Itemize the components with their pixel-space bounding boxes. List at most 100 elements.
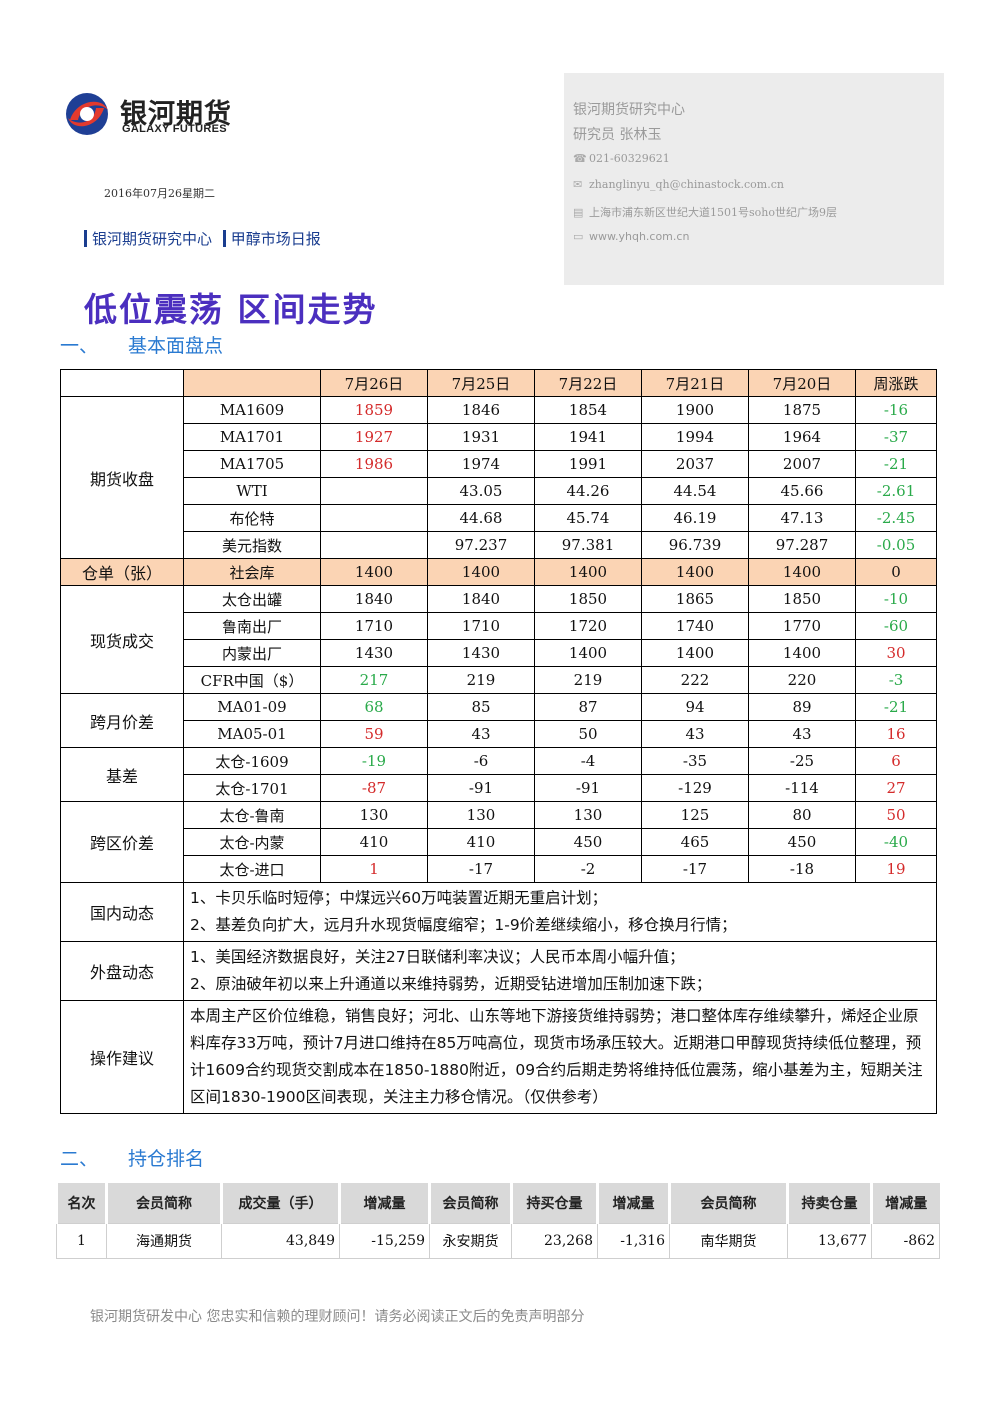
value-cell: -114: [748, 774, 856, 802]
positions-column-header: 会员简称: [668, 1183, 788, 1224]
row-item-name: MA1609: [183, 396, 321, 424]
value-cell: 217: [320, 666, 428, 694]
value-cell: -6: [427, 747, 535, 775]
contact-email-row: ✉ zhanglinyu_qh@chinastock.com.cn: [573, 178, 784, 191]
positions-column-header: 成交量（手）: [220, 1183, 340, 1224]
commentary-row: 国内动态 1、卡贝乐临时短停；中煤远兴60万吨装置近期无重启计划； 2、基差负向扩大…: [60, 882, 937, 942]
column-header: 7月20日: [748, 369, 856, 397]
value-cell: 410: [320, 828, 428, 856]
table-row: CFR中国（$） 217 219 219 222 220 -3: [61, 666, 937, 694]
value-cell: 1859: [320, 396, 428, 424]
value-cell: 1740: [641, 612, 749, 640]
value-cell: -60: [855, 612, 937, 640]
value-cell: -2.61: [855, 477, 937, 505]
contact-box: 银河期货研究中心 研究员 张林玉 ☎ 021-60329621 ✉ zhanglin…: [564, 73, 944, 285]
value-cell: 1875: [748, 396, 856, 424]
value-cell: 43: [427, 720, 535, 748]
fundamentals-table: 7月26日 7月25日 7月22日 7月21日 7月20日 周涨跌 期货收盘 MA1609 18…: [60, 369, 937, 1114]
value-cell: -21: [855, 450, 937, 478]
row-item-name: 太仓出罐: [183, 585, 321, 613]
commentary-line: 本周主产区价位维稳，销售良好；河北、山东等地下游接货维持弱势；港口整体库存维续攀…: [190, 1007, 923, 1106]
value-cell: 1710: [427, 612, 535, 640]
value-cell: 59: [320, 720, 428, 748]
commentary-line: 2、原油破年初以来上升通道以来维持弱势，近期受钻进增加压制加速下跌；: [190, 975, 712, 993]
value-cell: -87: [320, 774, 428, 802]
commentary-category: 国内动态: [60, 882, 184, 942]
breadcrumb-org: 银河期货研究中心: [92, 230, 213, 248]
breadcrumb-report: 甲醇市场日报: [230, 230, 321, 248]
value-cell: 43: [641, 720, 749, 748]
positions-column-header: 名次: [55, 1183, 107, 1224]
value-cell: 94: [641, 693, 749, 721]
row-category: 仓单（张）: [60, 558, 184, 586]
positions-cell: -1,316: [597, 1223, 670, 1259]
value-cell: 87: [534, 693, 642, 721]
value-cell: -17: [427, 855, 535, 883]
value-cell: 1974: [427, 450, 535, 478]
commentary-text: 本周主产区价位维稳，销售良好；河北、山东等地下游接货维持弱势；港口整体库存维续攀…: [183, 1000, 937, 1114]
section-2-heading: 二、 持仓排名: [60, 1144, 204, 1171]
table-row: MA1701 1927 1931 1941 1994 1964 -37: [61, 423, 937, 451]
row-item-name: 太仓-内蒙: [183, 828, 321, 856]
positions-cell: 23,268: [511, 1223, 598, 1259]
commentary-line: 1、卡贝乐临时短停；中煤远兴60万吨装置近期无重启计划；: [190, 889, 608, 907]
value-cell: 50: [855, 801, 937, 829]
positions-cell: 1: [56, 1223, 107, 1259]
value-cell: 2037: [641, 450, 749, 478]
table-row: 太仓-1701 -87 -91 -91 -129 -114 27: [61, 774, 937, 802]
row-item-name: 内蒙出厂: [183, 639, 321, 667]
value-cell: 1986: [320, 450, 428, 478]
value-cell: 222: [641, 666, 749, 694]
value-cell: 68: [320, 693, 428, 721]
row-item-name: MA01-09: [183, 693, 321, 721]
value-cell: 219: [534, 666, 642, 694]
positions-cell: 海通期货: [106, 1223, 222, 1259]
value-cell: 1720: [534, 612, 642, 640]
positions-cell: 永安期货: [429, 1223, 512, 1259]
value-cell: 85: [427, 693, 535, 721]
value-cell: 16: [855, 720, 937, 748]
column-header: 周涨跌: [855, 369, 937, 397]
contact-website[interactable]: www.yhqh.com.cn: [589, 230, 690, 243]
section-1-number: 一、: [60, 335, 99, 357]
row-item-name: MA1705: [183, 450, 321, 478]
value-cell: -2.45: [855, 504, 937, 532]
value-cell: 1854: [534, 396, 642, 424]
value-cell: 80: [748, 801, 856, 829]
phone-icon: ☎: [573, 152, 587, 165]
value-cell: 44.26: [534, 477, 642, 505]
value-cell: -3: [855, 666, 937, 694]
value-cell: 1900: [641, 396, 749, 424]
value-cell: -40: [855, 828, 937, 856]
value-cell: 1941: [534, 423, 642, 451]
header-blank: [60, 369, 184, 397]
value-cell: -35: [641, 747, 749, 775]
value-cell: 1846: [427, 396, 535, 424]
value-cell: [320, 477, 428, 505]
commentary-text: 1、卡贝乐临时短停；中煤远兴60万吨装置近期无重启计划； 2、基差负向扩大，远月升…: [183, 882, 937, 942]
value-cell: 45.74: [534, 504, 642, 532]
value-cell: 1840: [427, 585, 535, 613]
contact-org: 银河期货研究中心: [573, 102, 685, 118]
contact-email[interactable]: zhanglinyu_qh@chinastock.com.cn: [589, 178, 784, 191]
value-cell: -37: [855, 423, 937, 451]
table-row: 跨区价差 太仓-鲁南 130 130 130 125 80 50: [60, 801, 937, 883]
value-cell: 219: [427, 666, 535, 694]
row-item-name: WTI: [183, 477, 321, 505]
section-1-title: 基本面盘点: [128, 335, 224, 357]
table-row: WTI 43.05 44.26 44.54 45.66 -2.61: [61, 477, 937, 505]
column-header: 7月21日: [641, 369, 749, 397]
value-cell: 1400: [641, 639, 749, 667]
value-cell: 450: [748, 828, 856, 856]
value-cell: 1710: [320, 612, 428, 640]
value-cell: 130: [427, 801, 535, 829]
value-cell: 96.739: [641, 531, 749, 559]
positions-cell: 43,849: [221, 1223, 340, 1259]
value-cell: [320, 531, 428, 559]
section-1-heading: 一、 基本面盘点: [60, 331, 223, 358]
positions-row: 1 海通期货 43,849 -15,259 永安期货 23,268 -1,316 南华期货 13…: [56, 1223, 940, 1259]
logo-en-text: GALAXY FUTURES: [122, 123, 227, 135]
commentary-line: 1、美国经济数据良好，关注27日联储利率决议；人民币本周小幅升值；: [190, 948, 685, 966]
value-cell: 465: [641, 828, 749, 856]
breadcrumb: 银河期货研究中心 甲醇市场日报: [84, 228, 321, 249]
